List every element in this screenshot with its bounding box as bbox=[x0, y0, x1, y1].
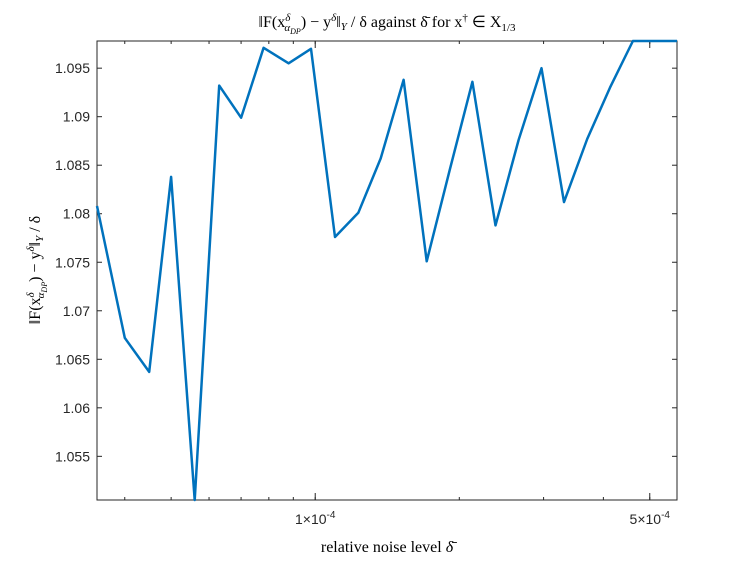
chart-title: ‖F(xδ αDP) − yδ‖Y / δ against δ̄ for x† ∈… bbox=[259, 12, 516, 36]
y-tick-label: 1.085 bbox=[55, 157, 90, 173]
y-tick-label: 1.09 bbox=[63, 109, 90, 125]
x-tick-label: 1×10-4 bbox=[295, 510, 336, 527]
y-axis-title: ‖F(xδαDP) − yδ‖Y / δ bbox=[25, 216, 49, 324]
series-line bbox=[95, 39, 677, 502]
y-tick-label: 1.07 bbox=[63, 303, 90, 319]
axes-box bbox=[96, 40, 678, 501]
y-tick-label: 1.06 bbox=[63, 400, 90, 416]
plot-frame bbox=[96, 40, 678, 501]
y-tick-label: 1.095 bbox=[55, 60, 90, 76]
series-layer bbox=[95, 39, 677, 502]
x-tick-label: 5×10-4 bbox=[630, 510, 671, 527]
y-tick-label: 1.065 bbox=[55, 351, 90, 367]
tick-labels: 1.055 1.06 1.065 1.07 1.075 1.08 1.085 1.09 1.09… bbox=[55, 60, 670, 527]
y-tick-label: 1.055 bbox=[55, 448, 90, 464]
y-tick-label: 1.075 bbox=[55, 254, 90, 270]
tick-marks bbox=[97, 41, 677, 500]
x-axis-title: relative noise level δ̄ bbox=[321, 539, 457, 556]
y-tick-label: 1.08 bbox=[63, 206, 90, 222]
